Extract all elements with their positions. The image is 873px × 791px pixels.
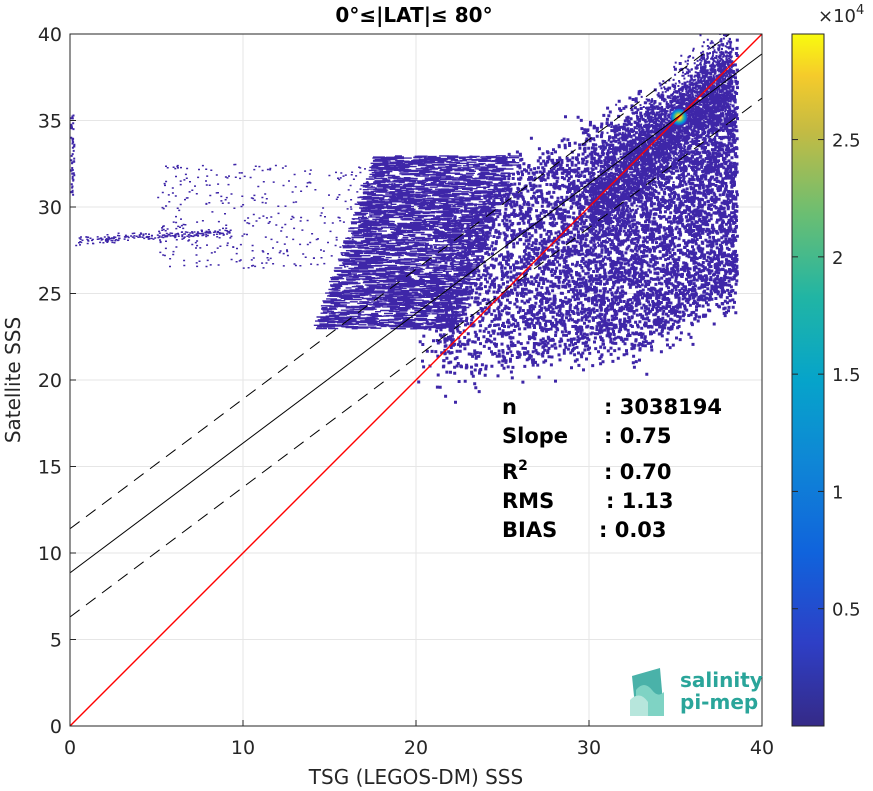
stat-value: : 1.13 [606, 489, 674, 513]
stat-value: : 0.75 [604, 424, 672, 448]
stat-label-text: BIAS [502, 518, 557, 542]
stat-label-text: Slope [502, 424, 568, 448]
salinity-pi-mep-logo: salinity pi-mep [630, 668, 763, 716]
y-axis-label: Satellite SSS [1, 317, 25, 443]
stat-label-text: R [502, 460, 518, 484]
stat-label: R2 [502, 458, 528, 484]
chart-title: 0°≤|LAT|≤ 80° [335, 3, 492, 27]
stat-label: RMS [502, 489, 554, 513]
y-tick-label: 15 [38, 457, 62, 479]
y-tick-label: 10 [38, 543, 62, 565]
stat-value: : 3038194 [604, 395, 722, 419]
x-tick-label: 10 [231, 737, 255, 759]
y-tick-label: 30 [38, 197, 62, 219]
colorbar-tick-label: 2 [832, 248, 843, 269]
y-axis: 0 5 10 15 20 25 30 35 40 [38, 24, 76, 738]
lower-bound-line [70, 97, 762, 618]
stat-label-superscript: 2 [518, 458, 528, 474]
x-tick-label: 20 [404, 737, 428, 759]
y-tick-label: 40 [38, 24, 62, 46]
colorbar-ticks: 0.5 1 1.5 2 2.5 [792, 131, 861, 621]
stat-label-text: RMS [502, 489, 554, 513]
logo-line1: salinity [680, 668, 763, 692]
y-tick-label: 5 [50, 630, 62, 652]
stats-annotation: n : 3038194 Slope : 0.75 R2 : 0.70 RMS : 1.13 BI… [502, 395, 722, 542]
stat-label: n [502, 395, 517, 419]
stat-value: : 0.70 [604, 460, 672, 484]
fit-lines [70, 34, 762, 726]
regression-line [70, 53, 762, 574]
colorbar-tick-label: 2.5 [832, 131, 861, 152]
stat-label-text: n [502, 395, 517, 419]
logo-icon [630, 668, 664, 716]
density-point-cloud [70, 34, 739, 404]
upper-bound-line [70, 34, 731, 530]
colorbar-tick-label: 0.5 [832, 600, 861, 621]
x-tick-label: 40 [750, 737, 774, 759]
x-tick-label: 30 [577, 737, 601, 759]
scatter-points [70, 34, 739, 404]
identity-line [70, 34, 762, 726]
colorbar-tick-label: 1.5 [832, 365, 861, 386]
colorbar-tick-label: 1 [832, 482, 843, 503]
stat-value: : 0.03 [599, 518, 667, 542]
y-tick-label: 35 [38, 111, 62, 133]
x-tick-label: 0 [64, 737, 76, 759]
colorbar [791, 33, 825, 727]
logo-line2: pi-mep [680, 690, 758, 714]
stat-label: BIAS [502, 518, 557, 542]
y-tick-label: 20 [38, 370, 62, 392]
colorbar-multiplier-exponent: 4 [856, 3, 864, 18]
y-tick-label: 25 [38, 284, 62, 306]
x-axis: 0 10 20 30 40 [64, 720, 774, 759]
stat-label: Slope [502, 424, 568, 448]
y-tick-label: 0 [50, 716, 62, 738]
colorbar-multiplier-base: ×10 [818, 6, 856, 27]
colorbar-multiplier: ×104 [818, 3, 864, 27]
x-axis-label: TSG (LEGOS-DM) SSS [308, 765, 523, 789]
